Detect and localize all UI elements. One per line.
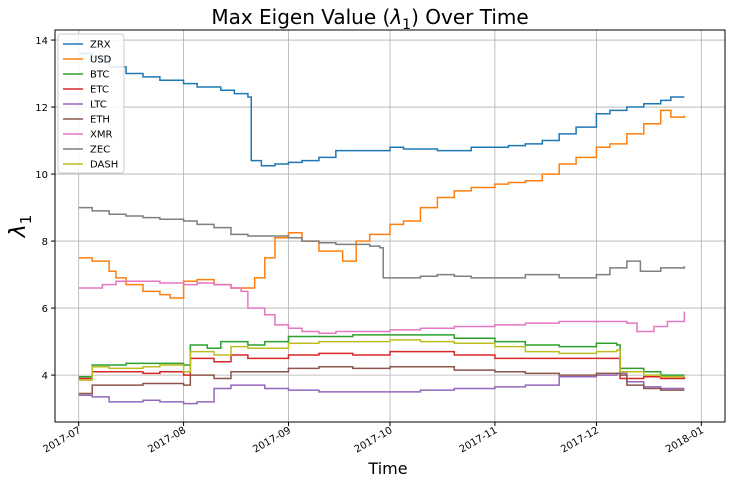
- series-line-ltc: [78, 372, 685, 405]
- legend-label-usd: USD: [90, 55, 112, 66]
- y-tick-label: 14: [35, 36, 48, 47]
- legend-label-btc: BTC: [90, 70, 109, 81]
- y-axis-ticks: 4 6 8 10 12 14: [35, 36, 55, 382]
- chart-title: Max Eigen Value (λ1) Over Time: [211, 5, 528, 33]
- x-axis-label: Time: [367, 459, 407, 478]
- x-tick-label: 2017-07: [41, 425, 83, 455]
- y-tick-label: 4: [42, 371, 48, 382]
- series-line-zrx: [78, 52, 685, 167]
- series-line-zec: [78, 206, 686, 279]
- series-lines: [78, 52, 686, 405]
- legend-label-dash: DASH: [90, 160, 118, 171]
- legend-label-xmr: XMR: [90, 130, 112, 141]
- x-tick-label: 2018-01: [664, 425, 706, 455]
- series-line-usd: [78, 109, 686, 299]
- legend: ZRX USD BTC ETC LTC ETH XMR ZEC DASH: [57, 33, 125, 174]
- y-tick-label: 10: [35, 170, 48, 181]
- y-axis-label: λ1: [6, 215, 35, 239]
- legend-label-ltc: LTC: [90, 100, 107, 111]
- grid: [55, 30, 725, 422]
- y-tick-label: 12: [35, 103, 48, 114]
- legend-label-eth: ETH: [90, 115, 110, 126]
- legend-label-zrx: ZRX: [90, 40, 111, 51]
- x-tick-label: 2017-09: [251, 425, 293, 455]
- x-tick-label: 2017-12: [559, 425, 601, 455]
- x-axis-ticks: 2017-07 2017-08 2017-09 2017-10 2017-11 2017-…: [41, 422, 706, 455]
- legend-label-zec: ZEC: [90, 145, 110, 156]
- series-line-eth: [78, 365, 685, 395]
- x-tick-label: 2017-10: [353, 425, 395, 455]
- y-tick-label: 8: [42, 237, 48, 248]
- series-line-dash: [78, 339, 685, 381]
- y-tick-label: 6: [42, 304, 48, 315]
- x-tick-label: 2017-08: [146, 425, 188, 455]
- series-line-xmr: [78, 280, 686, 334]
- series-line-btc: [78, 334, 685, 378]
- legend-box: [57, 33, 125, 174]
- x-tick-label: 2017-11: [458, 425, 500, 455]
- legend-label-etc: ETC: [90, 85, 109, 96]
